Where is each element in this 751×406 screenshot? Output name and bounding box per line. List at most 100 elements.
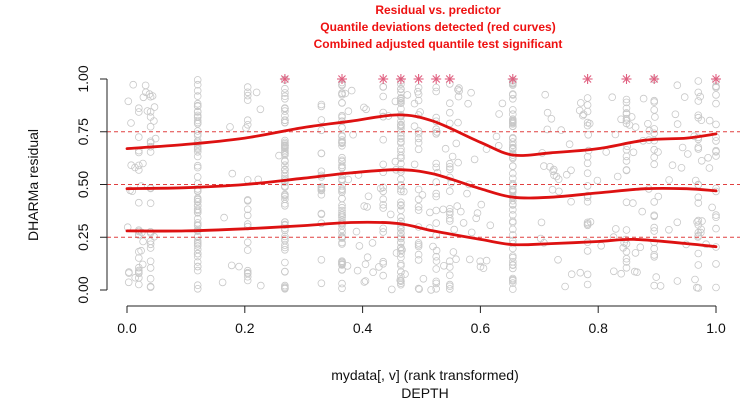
residual-point	[550, 171, 558, 180]
residual-point	[256, 105, 265, 114]
residual-point	[281, 258, 289, 267]
residual-point	[697, 116, 706, 124]
residual-point	[414, 145, 423, 154]
residual-point	[705, 116, 714, 125]
residual-point	[694, 193, 703, 202]
residual-point	[338, 266, 346, 274]
residual-point	[508, 231, 517, 239]
significance-star	[413, 74, 424, 84]
residual-point	[650, 252, 658, 261]
star-stroke	[432, 75, 441, 83]
residual-point	[638, 207, 646, 216]
residual-point	[338, 284, 346, 293]
residual-point	[193, 198, 202, 206]
residual-point	[650, 223, 658, 232]
residual-point	[317, 167, 326, 176]
residual-point	[281, 178, 289, 187]
residual-point	[650, 244, 658, 253]
residual-point	[562, 170, 571, 179]
residual-point	[243, 246, 252, 254]
residual-point	[630, 267, 639, 276]
residual-point	[281, 161, 289, 170]
residual-point	[281, 190, 289, 199]
residual-point	[397, 154, 405, 162]
residual-point	[397, 105, 405, 113]
residual-point	[611, 225, 620, 233]
residual-point	[677, 164, 686, 172]
residual-point	[680, 93, 689, 101]
residual-point	[453, 202, 462, 210]
residual-point	[281, 169, 289, 177]
residual-point	[445, 159, 454, 168]
residual-point	[135, 108, 143, 116]
residual-point	[281, 267, 289, 276]
residual-point	[432, 279, 441, 288]
residual-point	[281, 183, 289, 191]
residual-point	[671, 110, 680, 119]
residual-point	[193, 87, 202, 95]
residual-point	[343, 262, 352, 270]
residual-point	[665, 226, 673, 234]
residual-point	[138, 228, 146, 237]
residual-point	[414, 195, 423, 204]
residual-point	[622, 98, 631, 107]
residual-point	[349, 130, 357, 139]
residual-point	[622, 95, 631, 104]
residual-point	[193, 249, 202, 258]
quantile-curve-0.25	[125, 220, 718, 249]
residual-point	[452, 255, 460, 264]
residual-point	[146, 274, 155, 283]
residual-point	[541, 90, 549, 99]
residual-point	[652, 273, 660, 281]
residual-point	[467, 228, 476, 237]
y-tick-label: 0.75	[75, 118, 91, 145]
residual-point	[193, 99, 202, 108]
residual-point	[482, 256, 491, 265]
star-stroke	[445, 75, 454, 83]
y-tick-label: 0.50	[75, 171, 91, 198]
residual-point	[281, 234, 289, 243]
residual-point	[432, 246, 441, 255]
residual-point	[127, 161, 135, 170]
residual-point	[414, 239, 423, 247]
residual-point	[243, 116, 252, 124]
residual-point	[243, 211, 252, 220]
residual-point	[508, 253, 517, 262]
residual-point	[583, 270, 592, 279]
residual-point	[338, 186, 346, 195]
residual-point	[470, 155, 479, 164]
residual-point	[281, 284, 289, 293]
residual-point	[414, 138, 423, 147]
residual-point	[127, 119, 135, 127]
residual-point	[586, 218, 595, 226]
residual-point	[650, 96, 658, 105]
y-tick-label: 0.00	[75, 276, 91, 303]
residual-point	[193, 258, 202, 266]
residual-point	[629, 199, 637, 207]
residual-point	[508, 279, 517, 287]
significance-star	[378, 74, 389, 84]
residual-point	[125, 269, 133, 277]
star-stroke	[712, 75, 720, 83]
residual-point	[445, 271, 454, 280]
residual-point	[445, 163, 454, 171]
residual-point	[397, 185, 405, 193]
star-stroke	[650, 75, 659, 83]
residual-point	[583, 280, 592, 289]
residual-point	[622, 109, 631, 117]
residual-point	[193, 161, 202, 170]
residual-point	[668, 161, 677, 170]
residual-point	[124, 97, 133, 106]
residual-point	[578, 111, 587, 120]
residual-point	[138, 260, 147, 269]
residual-point	[583, 107, 592, 116]
residual-point	[712, 91, 720, 99]
residual-point	[450, 225, 459, 234]
residual-point	[593, 176, 602, 185]
residual-point	[193, 130, 202, 138]
residual-point	[397, 277, 405, 286]
residual-point	[397, 272, 405, 281]
residual-point	[712, 120, 720, 129]
residual-point	[281, 192, 289, 201]
residual-point	[432, 87, 441, 96]
